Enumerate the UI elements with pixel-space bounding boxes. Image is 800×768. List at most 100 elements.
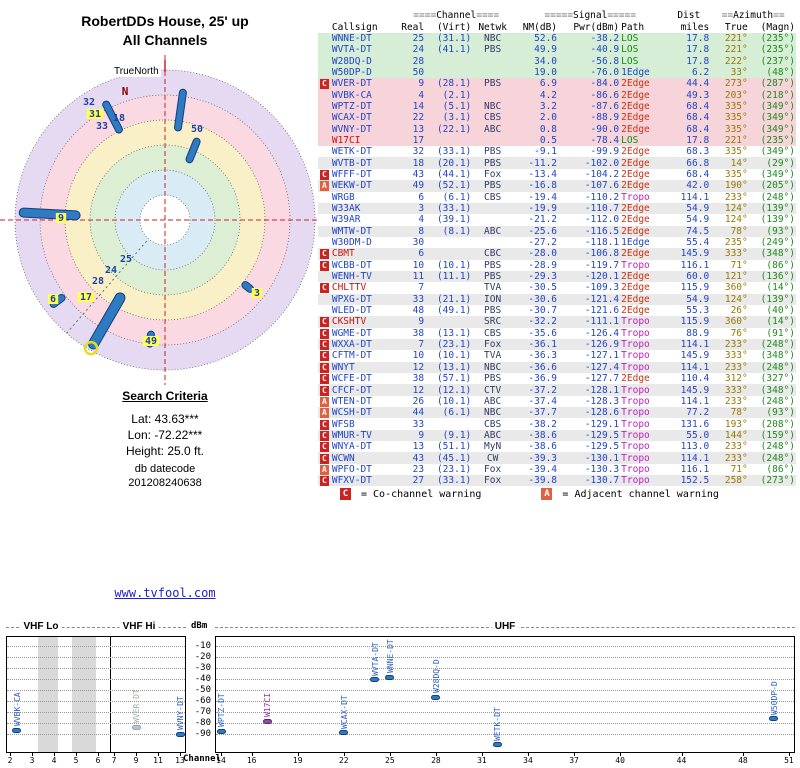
cell-nm: -19.4 <box>528 191 558 203</box>
cell-magn: (86°) <box>766 463 795 475</box>
cell-callsign[interactable]: WETK-DT <box>331 146 372 158</box>
cell-callsign[interactable]: WNYT <box>331 361 355 373</box>
cell-callsign[interactable]: WNNE-DT <box>331 32 372 44</box>
cell-callsign[interactable]: WVNY-DT <box>331 123 372 135</box>
cell-nm: -38.2 <box>528 418 558 430</box>
cell-true: 33° <box>730 66 748 78</box>
cell-callsign[interactable]: W17CI <box>331 134 361 146</box>
cell-callsign[interactable]: WVTB-DT <box>331 157 372 169</box>
signal-bar <box>370 677 379 683</box>
cell-callsign[interactable]: WFSB <box>331 418 355 430</box>
cell-callsign[interactable]: W33AK <box>331 203 361 215</box>
cell-callsign[interactable]: WRGB <box>331 191 355 203</box>
tvfool-link[interactable]: www.tvfool.com <box>114 586 216 600</box>
cell-true: 233° <box>724 339 748 351</box>
cell-pwr: -120.1 <box>584 271 620 283</box>
signal-bar <box>175 731 185 737</box>
cell-callsign[interactable]: W39AR <box>331 214 361 226</box>
cell-callsign[interactable]: WPTZ-DT <box>331 100 372 112</box>
cell-magn: (91°) <box>766 327 795 339</box>
azimuth-group-label: Azimuth <box>733 10 774 22</box>
cell-true: 333° <box>724 350 748 362</box>
cell-callsign[interactable]: CFCF-DT <box>331 384 372 396</box>
cell-miles: 17.8 <box>686 55 710 67</box>
cell-netwk: Fox <box>484 339 502 351</box>
cell-warn: C <box>318 282 331 294</box>
cell-callsign[interactable]: CFTM-DT <box>331 350 372 362</box>
cell-callsign[interactable]: WGME-DT <box>331 327 372 339</box>
cell-nm: -37.4 <box>528 395 558 407</box>
cell-callsign[interactable]: W28DQ-D <box>331 55 372 67</box>
dbm-gridline <box>216 723 794 724</box>
cell-netwk <box>472 203 513 214</box>
cell-path: 2Edge <box>621 305 650 317</box>
pwr-col-header: Pwr(dBm) <box>573 21 620 33</box>
cell-callsign[interactable]: CHLTTV <box>331 282 367 294</box>
cell-callsign[interactable]: WLED-DT <box>331 305 372 317</box>
cell-miles: 115.9 <box>680 282 710 294</box>
cell-magn: (349°) <box>760 100 795 112</box>
cell-callsign[interactable]: WPXG-DT <box>331 293 372 305</box>
cell-callsign[interactable]: WVTA-DT <box>331 44 372 56</box>
cell-callsign[interactable]: WCWN <box>331 452 355 464</box>
table-group-header-row: ≡≡≡≡Channel≡≡≡≡ ≡≡≡≡≡Signal≡≡≡≡≡ Dist ≡≡… <box>318 10 796 21</box>
signal-bar <box>769 716 779 722</box>
cell-callsign[interactable]: WVER-DT <box>331 78 372 90</box>
station-row: A WTEN-DT 26 (10.1) ABC -37.4 -128.3 Tropo 114.1… <box>318 395 796 408</box>
cell-netwk: PBS <box>484 78 502 90</box>
cell-callsign[interactable]: WMTW-DT <box>331 225 372 237</box>
cell-callsign[interactable]: WCBB-DT <box>331 259 372 271</box>
signal-group-label: Signal <box>573 10 608 22</box>
cell-netwk: CTV <box>484 384 502 396</box>
station-row: C WFXV-DT 27 (33.1) Fox -39.8 -130.7 Tropo 152.5… <box>318 475 796 487</box>
cell-magn: (349°) <box>760 123 795 135</box>
cell-callsign[interactable]: WFXV-DT <box>331 475 372 487</box>
cell-pwr: -127.1 <box>584 350 620 362</box>
cell-warn: C <box>318 78 331 90</box>
cell-netwk: CBS <box>484 327 502 339</box>
cell-callsign[interactable]: WXXA-DT <box>331 339 372 351</box>
cell-callsign[interactable]: WTEN-DT <box>331 395 372 407</box>
cell-path: 1Edge <box>621 237 650 249</box>
cell-virt: (9.1) <box>442 429 472 441</box>
cell-path: Tropo <box>621 441 650 453</box>
cell-miles: 68.4 <box>686 112 710 124</box>
cell-callsign[interactable]: WCAX-DT <box>331 112 372 124</box>
cell-magn: (139°) <box>760 203 795 215</box>
cell-true: 335° <box>724 112 748 124</box>
cell-callsign[interactable]: WNYA-DT <box>331 441 372 453</box>
cell-nm: -36.1 <box>528 339 558 351</box>
cell-true: 233° <box>724 452 748 464</box>
cell-callsign[interactable]: WVBK-CA <box>331 89 372 101</box>
signal-group-header: ≡≡≡≡≡Signal≡≡≡≡≡ <box>513 10 667 21</box>
cell-callsign[interactable]: WCFE-DT <box>331 373 372 385</box>
cell-callsign[interactable]: W50DP-D <box>331 66 372 78</box>
cell-nm: -28.9 <box>528 259 558 271</box>
cell-callsign[interactable]: WCSH-DT <box>331 407 372 419</box>
cell-nm: 34.0 <box>534 55 558 67</box>
cell-nm: -37.7 <box>528 407 558 419</box>
page-title: RobertDDs House, 25' up All Channels <box>20 12 310 50</box>
x-tick-mark <box>221 753 222 756</box>
cell-netwk: ABC <box>484 429 502 441</box>
cell-callsign[interactable]: CKSHTV <box>331 316 367 328</box>
cell-true: 233° <box>724 441 748 453</box>
cell-real: 43 <box>412 452 425 464</box>
cell-callsign[interactable]: WPFO-DT <box>331 463 372 475</box>
cell-callsign[interactable]: CBMT <box>331 248 355 260</box>
cell-miles: 115.9 <box>680 316 710 328</box>
station-row: WCAX-DT 22 (3.1) CBS 2.0 -88.9 2Edge 68.4 335° (3… <box>318 112 796 124</box>
cell-callsign[interactable]: WEKW-DT <box>331 180 372 192</box>
cell-virt <box>425 135 472 146</box>
y-axis-tick-label: -30 <box>194 663 211 673</box>
cell-callsign[interactable]: W30DM-D <box>331 237 372 249</box>
cell-callsign[interactable]: WFFF-DT <box>331 168 372 180</box>
cell-true: 71° <box>730 259 748 271</box>
cell-warn: C <box>318 350 331 362</box>
cell-virt: (51.1) <box>436 441 472 453</box>
cell-callsign[interactable]: WENH-TV <box>331 271 372 283</box>
cell-real: 50 <box>412 66 425 78</box>
cell-callsign[interactable]: WMUR-TV <box>331 429 372 441</box>
nm-col-header: NM(dB) <box>522 21 558 33</box>
cell-miles: 114.1 <box>680 361 710 373</box>
